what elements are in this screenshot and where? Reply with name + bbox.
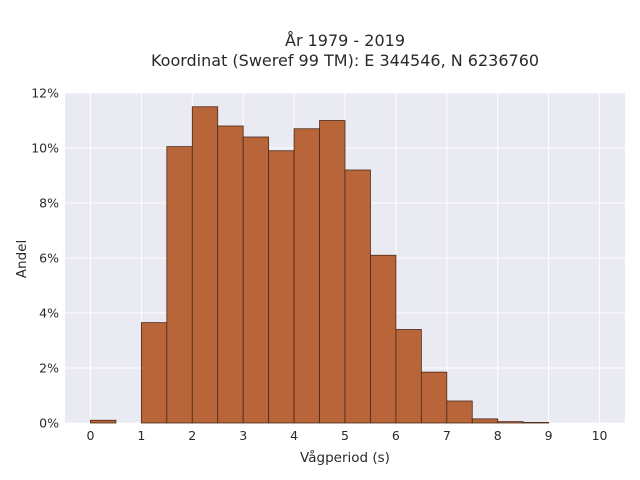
y-tick-label-4: 8% — [39, 196, 59, 211]
bar-12 — [395, 329, 422, 424]
x-tick-label-1: 1 — [137, 428, 145, 443]
bar-6 — [242, 136, 270, 424]
chart-subtitle: Koordinat (Sweref 99 TM): E 344546, N 62… — [151, 51, 539, 70]
bar-3 — [166, 146, 193, 424]
y-axis-ticks: 0% 2% 4% 6% 8% 10% 12% — [31, 86, 59, 431]
y-tick-label-2: 4% — [39, 306, 59, 321]
bar-4 — [191, 106, 219, 424]
x-tick-label-7: 7 — [443, 428, 451, 443]
y-tick-label-0: 0% — [39, 416, 59, 431]
bars — [90, 106, 550, 424]
bar-9 — [319, 120, 346, 424]
x-axis-ticks: 0 1 2 3 4 5 6 7 8 9 10 — [86, 428, 607, 443]
y-tick-label-5: 10% — [31, 141, 59, 156]
y-axis-label: Andel — [14, 240, 30, 278]
x-tick-label-2: 2 — [188, 428, 196, 443]
bar-14 — [446, 400, 473, 424]
y-tick-label-3: 6% — [39, 251, 59, 266]
bar-10 — [344, 169, 371, 424]
bar-16 — [497, 421, 524, 424]
x-tick-label-6: 6 — [392, 428, 400, 443]
bar-8 — [293, 128, 320, 424]
bar-15 — [471, 418, 499, 424]
y-tick-label-6: 12% — [31, 86, 59, 101]
x-tick-label-3: 3 — [239, 428, 247, 443]
x-tick-label-4: 4 — [290, 428, 298, 443]
x-axis-label: Vågperiod (s) — [300, 449, 390, 466]
bar-17 — [522, 422, 550, 424]
y-tick-label-1: 2% — [39, 361, 59, 376]
x-tick-label-0: 0 — [86, 428, 94, 443]
bar-0 — [90, 419, 117, 424]
bar-5 — [217, 125, 244, 424]
x-tick-label-9: 9 — [545, 428, 553, 443]
chart-title: År 1979 - 2019 — [285, 31, 405, 50]
bar-13 — [420, 371, 448, 424]
x-tick-label-10: 10 — [592, 428, 608, 443]
x-tick-label-8: 8 — [494, 428, 502, 443]
bar-2 — [140, 322, 168, 424]
bar-11 — [370, 254, 397, 424]
x-tick-label-5: 5 — [341, 428, 349, 443]
bar-7 — [268, 150, 295, 424]
